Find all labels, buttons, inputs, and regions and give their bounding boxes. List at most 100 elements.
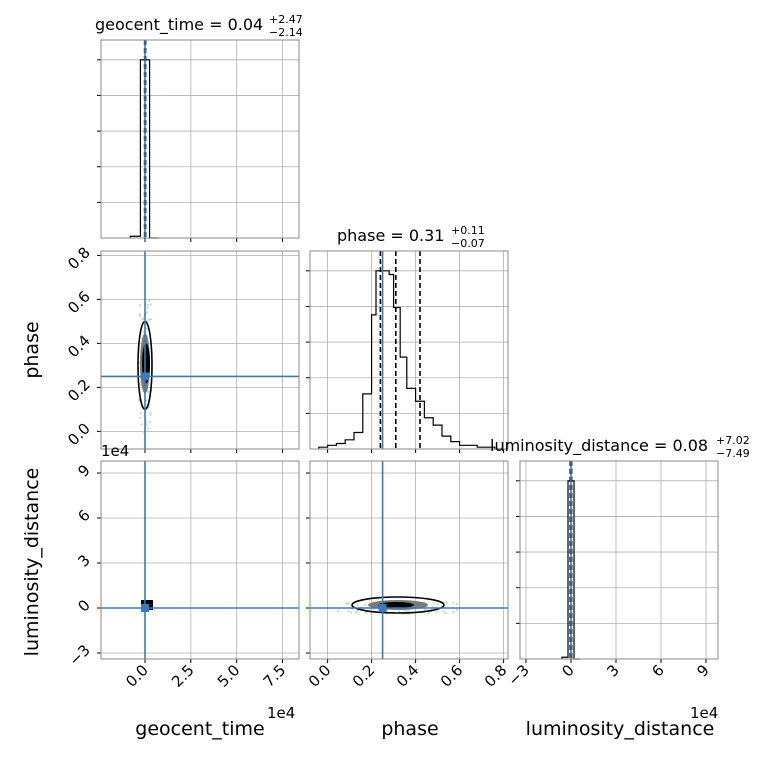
- scatter-point: [347, 609, 350, 613]
- xtick-label-luminosity_distance: 3: [603, 661, 622, 680]
- xlabel-phase: phase: [381, 718, 438, 740]
- scatter-point: [137, 398, 141, 401]
- panel-geocent_time-vs-luminosity_distance: 0.0 2.5 5.0 7.5 −3 0 3 6 9: [65, 460, 300, 691]
- scatter-point: [138, 314, 142, 318]
- xlabel-luminosity-distance: luminosity_distance: [526, 718, 715, 740]
- scatter-point: [139, 412, 142, 415]
- scatter-point: [364, 603, 367, 606]
- scatter-point: [149, 318, 153, 321]
- title-geocent-time-minus: −2.14: [269, 26, 303, 39]
- title-geocent-time-median: 0.04: [228, 15, 264, 34]
- ytick-label-phase: 0.4: [64, 332, 94, 362]
- scatter-point: [146, 303, 149, 306]
- scatter-point: [145, 327, 148, 330]
- scatter-point: [149, 413, 152, 416]
- scatter-point: [444, 611, 447, 614]
- title-phase-eq: =: [385, 226, 409, 245]
- ytick-label-phase: 0.0: [64, 420, 94, 450]
- xtick-label-luminosity_distance: 9: [693, 661, 712, 680]
- panel-frame: [309, 250, 509, 450]
- xlabel-geocent-time: geocent_time: [135, 718, 264, 740]
- scatter-point: [347, 602, 350, 605]
- scatter-point: [397, 610, 401, 613]
- scatter-point: [148, 420, 151, 423]
- scatter-point: [427, 612, 430, 615]
- ytick-label-phase: 0.2: [64, 376, 94, 406]
- scatter-point: [432, 602, 435, 605]
- scatter-point: [406, 609, 410, 613]
- scatter-point: [145, 423, 148, 427]
- scatter-point: [356, 609, 359, 612]
- histogram-phase: [318, 270, 504, 450]
- title-luminosity-distance: luminosity_distance = 0.08: [490, 436, 708, 456]
- scatter-point: [445, 601, 448, 604]
- scatter-point: [141, 318, 144, 321]
- panel-geocent_time-vs-phase: 0.0 0.2 0.4 0.6 0.8: [64, 244, 300, 453]
- panel-background: [520, 461, 718, 659]
- panel-background: [310, 461, 508, 659]
- scatter-point: [138, 312, 141, 316]
- scatter-point: [336, 609, 340, 613]
- ytick-label-phase: 0.8: [64, 244, 94, 274]
- title-geocent-time-eq: =: [204, 15, 228, 34]
- title-phase-median: 0.31: [409, 226, 445, 245]
- panel-frame: [100, 460, 300, 660]
- xtick-label-phase: 0.2: [349, 661, 379, 691]
- title-geocent-time-plus: +2.47: [269, 13, 303, 26]
- scatter-point: [436, 602, 439, 606]
- scatter-point: [147, 318, 151, 321]
- scatter-point: [349, 611, 353, 614]
- truth-marker: [141, 604, 149, 612]
- title-luminosity-distance-minus: −7.49: [716, 447, 750, 460]
- ytick-label-luminosity_distance: 3: [74, 551, 93, 570]
- scatter-point: [148, 299, 151, 303]
- title-luminosity-distance-plus: +7.02: [716, 434, 750, 447]
- ytick-label-luminosity_distance: −3: [65, 641, 93, 669]
- panel-phase: [306, 250, 509, 453]
- ytick-label-phase: 0.6: [64, 288, 94, 318]
- offset-label-x: 1e4: [267, 704, 295, 722]
- title-phase-plus: +0.11: [451, 224, 485, 237]
- scatter-point: [146, 306, 149, 309]
- title-geocent-time-name: geocent_time: [95, 15, 204, 35]
- ylabel-luminosity-distance: luminosity_distance: [21, 468, 43, 657]
- scatter-point: [149, 411, 152, 415]
- xtick-label-phase: 0.0: [305, 661, 335, 691]
- scatter-point: [149, 303, 152, 306]
- title-luminosity-distance-median: 0.08: [672, 436, 708, 455]
- title-luminosity-distance-eq: =: [649, 436, 673, 455]
- title-phase-name: phase: [337, 226, 385, 245]
- panel-frame: [100, 250, 300, 450]
- ytick-label-luminosity_distance: 0: [74, 596, 93, 615]
- ytick-label-luminosity_distance: 6: [74, 506, 93, 525]
- ytick-label-luminosity_distance: 9: [74, 461, 93, 480]
- xtick-label-geocent_time: 5.0: [214, 661, 244, 691]
- ylabel-phase: phase: [21, 321, 43, 378]
- scatter-point: [147, 390, 150, 393]
- offset-label-y: 1e4: [101, 442, 129, 460]
- xtick-label-geocent_time: 7.5: [260, 661, 290, 691]
- panel-background: [101, 251, 299, 449]
- scatter-point: [452, 610, 455, 614]
- scatter-point: [139, 416, 142, 420]
- panel-background: [101, 40, 299, 238]
- xtick-label-geocent_time: 0.0: [122, 661, 152, 691]
- title-phase: phase = 0.31: [337, 226, 444, 245]
- scatter-point: [435, 610, 438, 613]
- panel-background: [310, 251, 508, 449]
- scatter-point: [455, 609, 458, 612]
- title-luminosity-distance-name: luminosity_distance: [490, 436, 649, 456]
- scatter-point: [147, 406, 150, 409]
- xtick-label-luminosity_distance: 0: [558, 661, 577, 680]
- truth-marker: [378, 604, 387, 612]
- xtick-label-luminosity_distance: −3: [504, 661, 532, 689]
- panel-frame: [100, 39, 300, 239]
- contour-outer: [351, 596, 445, 614]
- title-phase-minus: −0.07: [451, 237, 485, 250]
- xtick-label-phase: 0.4: [393, 661, 423, 691]
- scatter-point: [356, 604, 359, 607]
- xtick-label-luminosity_distance: 6: [648, 661, 667, 680]
- panel-geocent_time: [97, 39, 300, 242]
